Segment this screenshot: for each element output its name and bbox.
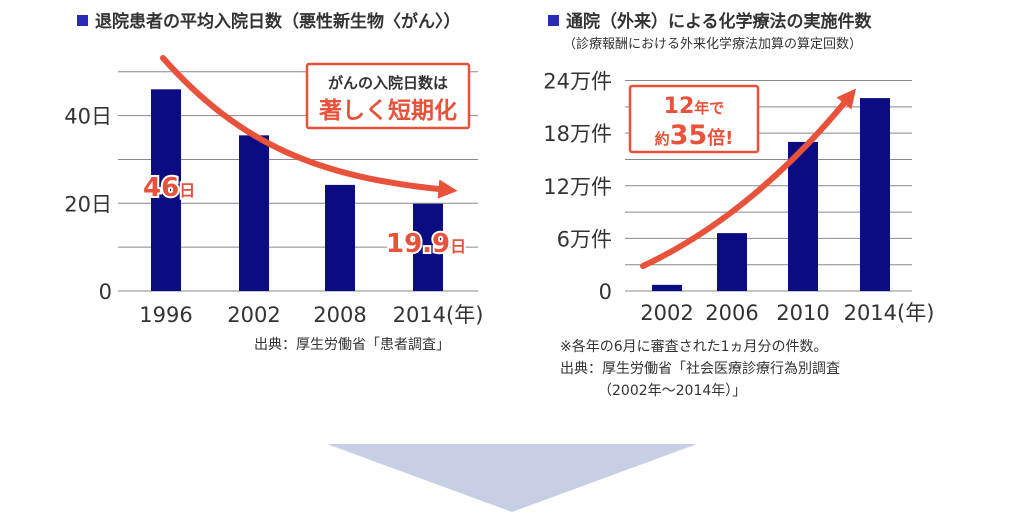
y-tick-label: 24万件 <box>543 70 612 94</box>
right-annotation-line1: 12年で <box>664 94 725 119</box>
y-tick-label: 0 <box>99 280 112 304</box>
y-tick-label: 12万件 <box>543 175 612 199</box>
x-tick-label: 2014(年) <box>844 301 935 325</box>
x-tick-label: 2006 <box>705 301 758 325</box>
x-tick-label: 2008 <box>313 303 366 327</box>
right-y-ticks: 0 6万件 12万件 18万件 24万件 <box>543 70 612 304</box>
down-arrow-icon <box>327 444 697 512</box>
right-chart-source-line1: 出典：厚生労働省「社会医療診療行為別調査 <box>560 361 840 377</box>
right-chart-source-line2: （2002年〜2014年）」 <box>598 383 747 399</box>
left-x-ticks: 1996 2002 2008 2014(年) <box>139 303 483 327</box>
decrease-arrow <box>160 55 458 199</box>
right-chart: 0 6万件 12万件 18万件 24万件 2002 2006 2010 2014(年) 12年… <box>543 70 934 325</box>
bar-2010 <box>788 141 818 291</box>
right-x-ticks: 2002 2006 2010 2014(年) <box>640 301 934 325</box>
bar-2002 <box>652 284 682 291</box>
y-tick-label: 40日 <box>64 105 112 129</box>
x-tick-label: 2014(年) <box>393 303 484 327</box>
left-chart-source: 出典：厚生労働省「患者調査」 <box>254 337 450 353</box>
left-bars <box>151 89 443 291</box>
left-y-ticks: 0 20日 40日 <box>64 105 112 304</box>
increase-arrow <box>640 88 857 269</box>
data-label-46: 46日 <box>143 173 195 203</box>
data-label-19-9: 19.9日 <box>386 229 466 259</box>
x-tick-label: 2002 <box>640 301 693 325</box>
y-tick-label: 6万件 <box>557 227 612 251</box>
bar-2014 <box>413 203 443 291</box>
left-annotation-line1: がんの入院日数は <box>328 74 448 92</box>
left-annotation-line2: 著しく短期化 <box>319 97 457 124</box>
y-tick-label: 20日 <box>64 192 112 216</box>
bar-2006 <box>717 233 747 291</box>
x-tick-label: 2010 <box>776 301 829 325</box>
y-tick-label: 18万件 <box>543 122 612 146</box>
left-chart-title: 退院患者の平均入院日数（悪性新生物〈がん〉） <box>77 7 461 32</box>
right-chart-subtitle: （診療報酬における外来化学療法加算の算定回数） <box>563 37 863 52</box>
right-chart-note: ※各年の6月に審査された1ヵ月分の件数。 <box>560 339 828 355</box>
y-tick-label: 0 <box>599 280 612 304</box>
x-tick-label: 1996 <box>139 303 192 327</box>
right-bars <box>652 98 890 291</box>
left-chart: 0 20日 40日 1996 2002 2008 2014(年) がんの入院日数は 著しく… <box>64 55 483 327</box>
x-tick-label: 2002 <box>227 303 280 327</box>
right-annotation-line2: 約35倍! <box>655 120 734 151</box>
bar-2014 <box>860 98 890 291</box>
bar-1996 <box>151 89 181 291</box>
right-chart-title: 通院（外来）による化学療法の実施件数 <box>548 7 872 32</box>
right-annotation-box: 12年で 約35倍! <box>628 84 760 154</box>
bar-2002 <box>239 135 269 291</box>
title-square-icon <box>77 15 88 26</box>
title-square-icon <box>548 15 559 26</box>
bar-2008 <box>325 184 355 291</box>
left-annotation-box: がんの入院日数は 著しく短期化 <box>305 62 471 130</box>
